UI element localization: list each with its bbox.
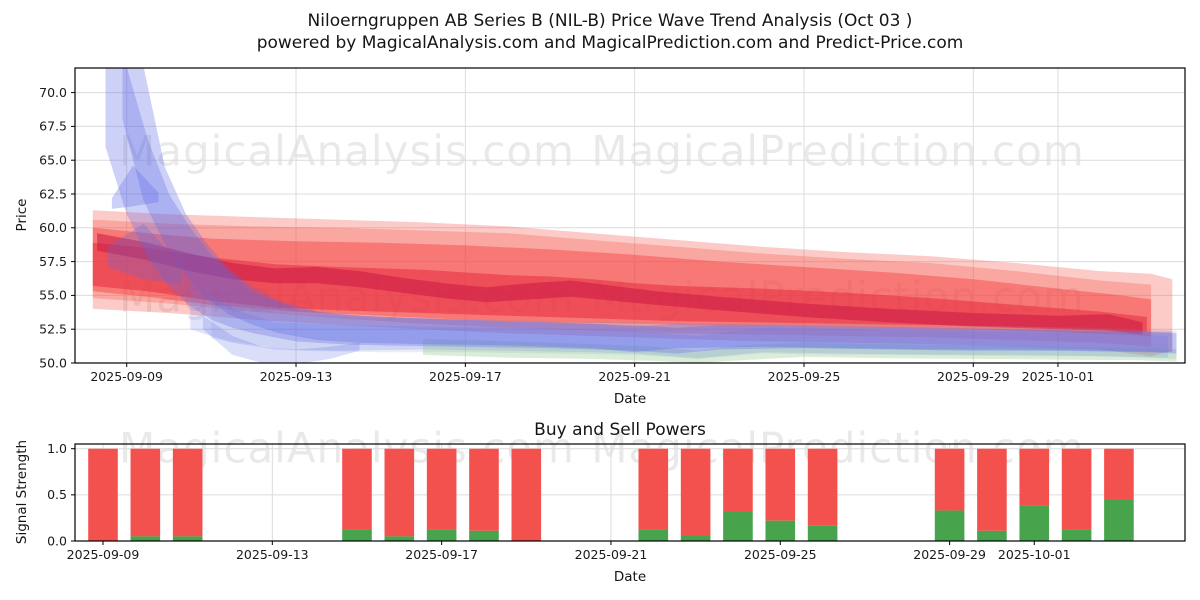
price-ytick-label: 57.5: [39, 254, 67, 269]
sell-power-bar: [88, 448, 118, 541]
sell-power-bar: [469, 448, 499, 531]
power-ytick-label: 1.0: [47, 441, 67, 456]
power-xtick-label: 2025-09-29: [913, 547, 986, 562]
price-axis-ticks: [71, 92, 1059, 367]
price-xtick-label: 2025-09-17: [429, 369, 502, 384]
buy-power-bar: [1019, 505, 1050, 541]
power-bars: [88, 448, 1134, 541]
buy-power-bar: [765, 520, 796, 541]
sell-power-bar: [1104, 448, 1134, 500]
power-chart-title: Buy and Sell Powers: [534, 420, 706, 440]
power-ytick-label: 0.5: [47, 487, 67, 502]
figure-title-line1: Niloerngruppen AB Series B (NIL-B) Price…: [307, 11, 913, 31]
price-x-axis-label: Date: [613, 391, 647, 407]
wave-band-blue-tail-dip: [202, 315, 360, 363]
wave-band-blue-low: [190, 281, 1168, 359]
watermark-prediction: MagicalPrediction.com: [591, 126, 1085, 176]
buy-power-bar: [130, 536, 161, 541]
price-ytick-label: 67.5: [39, 119, 67, 134]
price-ytick-label: 50.0: [39, 355, 67, 370]
price-ytick-label: 55.0: [39, 288, 67, 303]
sell-power-bar: [934, 448, 965, 511]
wave-band-blue-patch-high: [111, 165, 159, 209]
buy-power-bar: [1061, 529, 1092, 541]
buy-power-bar: [342, 529, 372, 541]
sell-power-bar: [384, 448, 415, 537]
sell-power-bar: [680, 448, 711, 536]
power-ytick-label: 0.0: [47, 533, 67, 548]
figure-title-line2: powered by MagicalAnalysis.com and Magic…: [256, 33, 964, 53]
sell-power-bar: [511, 448, 542, 541]
price-wave-bands: [92, 68, 1177, 363]
buy-power-bar: [977, 530, 1007, 541]
price-ytick-label: 60.0: [39, 220, 67, 235]
sell-power-bar: [1061, 448, 1092, 530]
price-ytick-label: 52.5: [39, 322, 67, 337]
watermark-analysis: MagicalAnalysis.com: [119, 126, 575, 176]
price-xtick-label: 2025-09-29: [937, 369, 1010, 384]
sell-power-bar: [426, 448, 457, 530]
power-xtick-label: 2025-09-25: [744, 547, 817, 562]
power-plot-frame: [74, 443, 1186, 542]
power-x-axis-label: Date: [613, 569, 647, 585]
sell-power-bar: [638, 448, 669, 530]
power-xtick-label: 2025-09-13: [236, 547, 309, 562]
buy-power-bar: [1104, 499, 1134, 541]
buy-power-bar: [934, 510, 965, 541]
wave-band-blue-patch-mid: [107, 223, 182, 285]
sell-power-bar: [723, 448, 753, 512]
buy-power-bar: [807, 525, 838, 541]
price-axis-tick-labels: 50.0 52.5 55.0 57.5 60.0 62.5 65.0 67.5 70.0 2025…: [39, 85, 1094, 384]
sell-power-bar: [1019, 448, 1050, 506]
price-plot-frame: [74, 67, 1186, 364]
price-ytick-label: 62.5: [39, 186, 67, 201]
sell-power-bar: [130, 448, 161, 537]
sell-power-bar: [172, 448, 203, 537]
power-xtick-label: 2025-09-09: [67, 547, 140, 562]
power-y-axis-label: Signal Strength: [14, 439, 30, 545]
buy-power-bar: [723, 511, 753, 541]
sell-power-bar: [765, 448, 796, 521]
buy-power-bar: [384, 536, 415, 541]
price-xtick-label: 2025-09-09: [90, 369, 163, 384]
price-ytick-label: 70.0: [39, 85, 67, 100]
sell-power-bar: [977, 448, 1007, 531]
power-xtick-label: 2025-09-17: [405, 547, 478, 562]
power-axis-ticks: [71, 448, 1035, 545]
buy-power-bar: [680, 535, 711, 541]
price-ytick-label: 65.0: [39, 153, 67, 168]
price-xtick-label: 2025-09-21: [598, 369, 671, 384]
sell-power-bar: [807, 448, 838, 526]
price-y-axis-label: Price: [14, 198, 30, 232]
sell-power-bar: [342, 448, 372, 530]
power-xtick-label: 2025-10-01: [998, 547, 1071, 562]
wave-band-steel-faint: [211, 302, 1177, 359]
power-grid: [75, 444, 1185, 542]
power-xtick-label: 2025-09-21: [575, 547, 648, 562]
buy-power-bar: [638, 529, 669, 541]
buy-power-bar: [426, 529, 457, 541]
buy-power-bar: [469, 530, 499, 541]
price-xtick-label: 2025-09-25: [768, 369, 841, 384]
power-axis-tick-labels: 0.0 0.5 1.0 2025-09-09 2025-09-13 2025-09-17 2…: [47, 441, 1070, 562]
buy-power-bar: [172, 536, 203, 541]
price-xtick-label: 2025-09-13: [260, 369, 333, 384]
price-xtick-label: 2025-10-01: [1022, 369, 1095, 384]
wave-band-green-faint: [423, 338, 1177, 363]
wave-band-red-darkest: [97, 233, 1143, 335]
